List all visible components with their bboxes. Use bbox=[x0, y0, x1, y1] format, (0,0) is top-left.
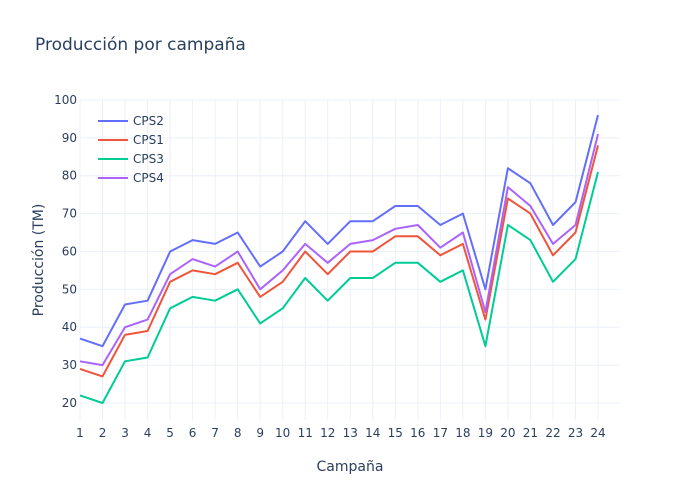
x-tick-label: 13 bbox=[343, 426, 358, 440]
x-tick-label: 20 bbox=[500, 426, 515, 440]
y-axis-title: Producción (TM) bbox=[31, 204, 47, 317]
x-tick-label: 11 bbox=[298, 426, 313, 440]
x-tick-label: 4 bbox=[144, 426, 152, 440]
y-tick-label: 60 bbox=[62, 244, 77, 258]
x-tick-label: 22 bbox=[545, 426, 560, 440]
x-tick-label: 1 bbox=[76, 426, 84, 440]
legend-item-cps1[interactable]: CPS1 bbox=[98, 133, 164, 147]
x-tick-label: 19 bbox=[478, 426, 493, 440]
x-tick-label: 9 bbox=[256, 426, 264, 440]
chart-title: Producción por campaña bbox=[35, 35, 246, 55]
x-axis-title: Campaña bbox=[317, 459, 384, 475]
grid bbox=[79, 99, 620, 420]
x-tick-label: 16 bbox=[410, 426, 425, 440]
y-tick-label: 30 bbox=[62, 358, 77, 372]
y-tick-label: 40 bbox=[62, 320, 77, 334]
x-axis-ticks: 1 2 3 4 5 6 7 8 9 10 11 12 13 14 15 16 17 18 19 20 21 22 23 24 bbox=[76, 426, 605, 440]
x-tick-label: 21 bbox=[523, 426, 538, 440]
x-tick-label: 23 bbox=[568, 426, 583, 440]
x-tick-label: 18 bbox=[455, 426, 470, 440]
legend-item-cps4[interactable]: CPS4 bbox=[98, 171, 164, 185]
legend-item-cps3[interactable]: CPS3 bbox=[98, 152, 164, 166]
x-tick-label: 10 bbox=[275, 426, 290, 440]
x-tick-label: 12 bbox=[320, 426, 335, 440]
legend[interactable]: CPS2 CPS1 CPS3 CPS4 bbox=[98, 114, 164, 185]
x-tick-label: 24 bbox=[590, 426, 605, 440]
legend-item-cps2[interactable]: CPS2 bbox=[98, 114, 164, 128]
plot-area bbox=[79, 114, 599, 404]
series-line-cps3[interactable] bbox=[79, 171, 599, 404]
x-tick-label: 5 bbox=[166, 426, 174, 440]
x-tick-label: 7 bbox=[211, 426, 219, 440]
x-tick-label: 15 bbox=[388, 426, 403, 440]
x-tick-label: 6 bbox=[189, 426, 197, 440]
series-line-cps1[interactable] bbox=[79, 145, 599, 378]
x-tick-label: 3 bbox=[121, 426, 129, 440]
y-tick-label: 50 bbox=[62, 282, 77, 296]
y-tick-label: 90 bbox=[62, 131, 77, 145]
x-tick-label: 2 bbox=[99, 426, 107, 440]
series-line-cps4[interactable] bbox=[79, 133, 599, 367]
x-tick-label: 14 bbox=[365, 426, 380, 440]
legend-label: CPS2 bbox=[133, 114, 164, 128]
y-tick-label: 20 bbox=[62, 396, 77, 410]
legend-label: CPS3 bbox=[133, 152, 164, 166]
y-tick-label: 100 bbox=[54, 93, 77, 107]
legend-label: CPS4 bbox=[133, 171, 164, 185]
x-tick-label: 8 bbox=[234, 426, 242, 440]
series-line-cps2[interactable] bbox=[79, 114, 599, 348]
x-tick-label: 17 bbox=[433, 426, 448, 440]
y-tick-label: 80 bbox=[62, 169, 77, 183]
y-axis-ticks: 20 30 40 50 60 70 80 90 100 bbox=[54, 93, 77, 410]
legend-label: CPS1 bbox=[133, 133, 164, 147]
y-tick-label: 70 bbox=[62, 207, 77, 221]
